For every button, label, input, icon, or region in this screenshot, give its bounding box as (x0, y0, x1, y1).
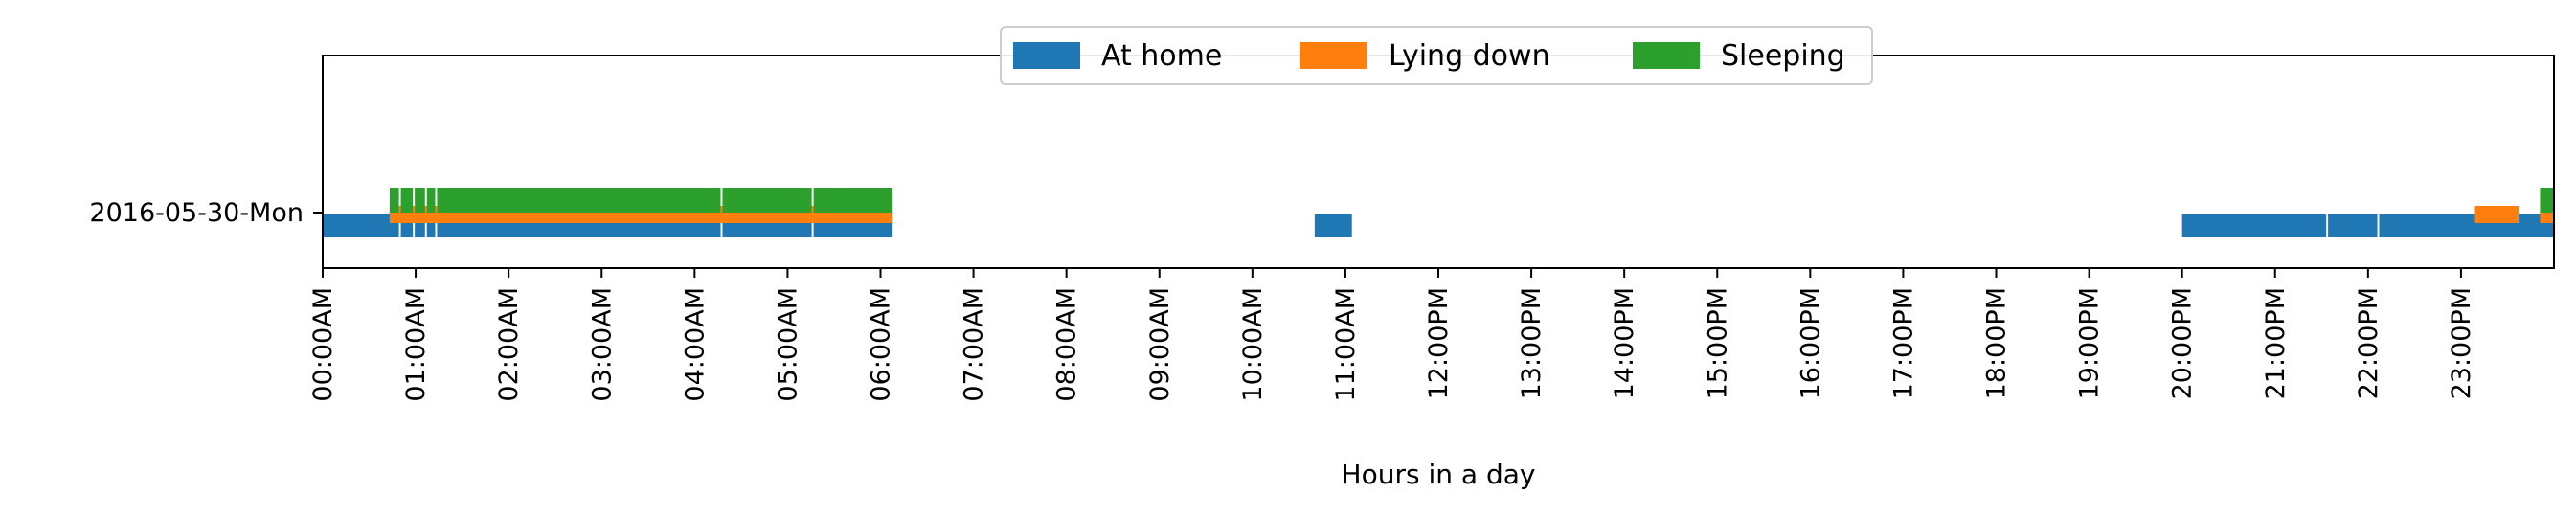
bar-at-home-10 (2379, 214, 2554, 237)
x-tick-label: 11:00AM (1331, 287, 1361, 402)
bar-sleeping-7 (2540, 188, 2554, 213)
x-tick-label: 15:00PM (1703, 287, 1732, 399)
x-tick-label: 05:00AM (773, 287, 802, 402)
y-axis: 2016-05-30-Mon (89, 198, 323, 228)
x-tick-label: 12:00PM (1424, 287, 1454, 399)
x-axis: 00:00AM 01:00AM 02:00AM 03:00AM 04:00AM 05:00… (308, 268, 2476, 402)
bar-sleeping-0 (389, 188, 399, 213)
legend: At home Lying down Sleeping (1000, 26, 1873, 85)
y-tick-label: 2016-05-30-Mon (89, 198, 304, 228)
x-tick-label: 22:00PM (2354, 287, 2384, 399)
x-tick-label: 20:00PM (2168, 287, 2198, 399)
x-tick-label: 17:00PM (1888, 287, 1918, 399)
x-tick-label: 13:00PM (1517, 287, 1547, 399)
bar-at-home-2 (415, 214, 425, 237)
bar-sleeping-5 (722, 188, 812, 213)
x-tick-label: 10:00AM (1238, 287, 1268, 402)
x-tick-label: 19:00PM (2075, 287, 2105, 399)
bar-sleeping-4 (437, 188, 721, 213)
x-tick-label: 00:00AM (308, 287, 338, 402)
x-axis-title: Hours in a day (1342, 459, 1536, 490)
legend-label-at-home: At home (1101, 39, 1222, 73)
bar-sleeping-1 (400, 188, 414, 213)
x-tick-label: 07:00AM (960, 287, 989, 402)
bar-at-home-3 (426, 214, 436, 237)
x-tick-label: 16:00PM (1796, 287, 1825, 399)
bar-at-home-8 (2181, 214, 2327, 237)
bar-sleeping-2 (415, 188, 425, 213)
bar-sleeping-3 (426, 188, 436, 213)
activity-bars (323, 188, 2554, 237)
bar-at-home-7 (1314, 214, 1352, 237)
bar-at-home-0 (323, 214, 399, 237)
x-tick-label: 06:00AM (867, 287, 896, 402)
x-tick-label: 23:00PM (2447, 287, 2476, 399)
legend-label-sleeping: Sleeping (1721, 39, 1845, 73)
legend-swatch-at-home (1013, 42, 1080, 69)
bar-at-home-9 (2328, 214, 2378, 237)
legend-swatch-sleeping (1633, 42, 1700, 69)
bar-lying-down-1 (2474, 206, 2520, 223)
x-tick-label: 01:00AM (401, 287, 431, 402)
legend-label-lying-down: Lying down (1389, 39, 1550, 73)
legend-box (1000, 26, 1873, 85)
x-tick-label: 18:00PM (1982, 287, 2012, 399)
x-tick-label: 02:00AM (494, 287, 524, 402)
x-tick-label: 14:00PM (1610, 287, 1639, 399)
x-tick-label: 03:00AM (587, 287, 617, 402)
bar-sleeping-6 (813, 188, 893, 213)
x-tick-label: 09:00AM (1145, 287, 1175, 402)
x-tick-label: 08:00AM (1052, 287, 1082, 402)
legend-swatch-lying-down (1300, 42, 1367, 69)
x-tick-label: 21:00PM (2261, 287, 2291, 399)
x-tick-label: 04:00AM (680, 287, 710, 402)
